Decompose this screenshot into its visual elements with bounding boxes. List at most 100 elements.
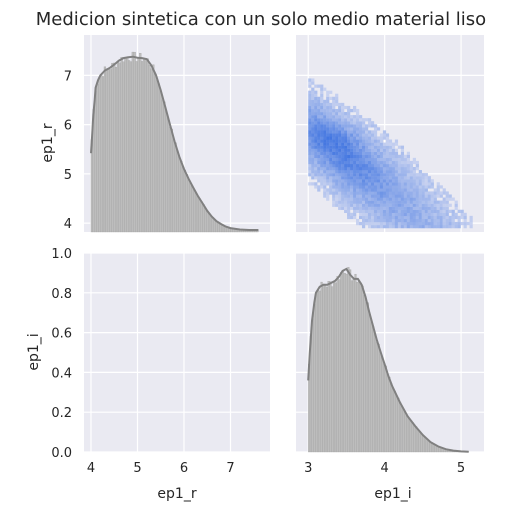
density-cell <box>323 182 327 186</box>
density-cell <box>353 194 357 198</box>
density-cell <box>353 176 357 180</box>
density-cell <box>350 118 354 122</box>
density-cell <box>436 218 440 223</box>
density-cell <box>347 154 351 159</box>
density-cell <box>394 212 399 217</box>
density-cell <box>326 145 330 149</box>
density-cell <box>394 215 399 220</box>
density-cell <box>412 209 416 213</box>
density-cell <box>317 148 321 152</box>
density-cell <box>344 197 348 201</box>
density-cell <box>311 78 315 82</box>
density-cell <box>448 225 452 229</box>
density-cell <box>421 191 425 195</box>
density-cell <box>373 185 378 189</box>
density-cell <box>379 136 384 140</box>
density-cell <box>367 185 372 189</box>
density-cell <box>406 191 411 195</box>
density-cell <box>314 115 318 119</box>
density-cell <box>353 163 357 168</box>
density-cell <box>379 215 384 220</box>
density-cell <box>353 151 357 155</box>
histogram-bar <box>200 201 203 233</box>
density-cell <box>370 209 375 213</box>
density-cell <box>350 157 354 162</box>
density-cell <box>379 182 384 186</box>
density-cell <box>373 130 378 134</box>
density-cell <box>394 209 399 213</box>
density-cell <box>403 163 408 168</box>
density-cell <box>332 200 336 204</box>
density-cell <box>314 182 318 186</box>
density-cell <box>370 121 375 125</box>
histogram-bar <box>354 273 357 453</box>
density-cell <box>362 151 366 155</box>
density-cell <box>430 203 434 207</box>
density-cell <box>430 215 434 220</box>
density-cell <box>382 194 387 198</box>
density-cell <box>353 185 357 189</box>
density-cell <box>362 188 366 192</box>
density-cell <box>424 194 428 198</box>
density-cell <box>341 179 345 183</box>
density-cell <box>320 99 324 104</box>
density-cell <box>406 212 411 217</box>
density-cell <box>311 105 315 110</box>
density-cell <box>364 157 369 162</box>
density-cell <box>403 197 408 201</box>
density-cell <box>388 154 393 159</box>
density-cell <box>442 209 446 213</box>
density-cell <box>382 182 387 186</box>
density-cell <box>388 197 393 201</box>
density-cell <box>454 215 458 220</box>
density-cell <box>460 212 464 217</box>
density-cell <box>323 145 327 149</box>
density-cell <box>370 160 375 165</box>
histogram-bar <box>144 58 147 233</box>
density-cell <box>332 148 336 152</box>
density-cell <box>332 121 336 125</box>
density-cell <box>350 154 354 159</box>
density-cell <box>412 173 416 177</box>
density-cell <box>370 215 375 220</box>
density-cell <box>323 127 327 131</box>
density-cell <box>373 124 378 128</box>
density-cell <box>350 176 354 180</box>
density-cell <box>379 160 384 165</box>
density-cell <box>451 215 455 220</box>
density-cell <box>370 170 375 174</box>
density-cell <box>323 176 327 180</box>
density-cell <box>323 130 327 134</box>
histogram-bar <box>399 401 402 453</box>
density-cell <box>329 160 333 165</box>
density-cell <box>356 115 360 119</box>
density-cell <box>388 221 393 226</box>
density-cell <box>406 151 411 155</box>
density-cell <box>359 188 363 192</box>
histogram-bar <box>365 302 368 453</box>
density-cell <box>409 212 413 217</box>
density-cell <box>347 197 351 201</box>
density-cell <box>382 203 387 207</box>
density-cell <box>400 191 405 195</box>
density-cell <box>403 206 408 210</box>
density-cell <box>403 194 408 198</box>
density-cell <box>359 170 363 174</box>
density-cell <box>335 154 339 159</box>
density-cell <box>323 124 327 128</box>
density-cell <box>350 139 354 143</box>
density-cell <box>314 185 318 189</box>
density-cell <box>323 160 327 165</box>
density-cell <box>353 200 357 204</box>
density-cell <box>394 203 399 207</box>
density-cell <box>367 197 372 201</box>
histogram-bar <box>172 139 175 233</box>
density-cell <box>323 194 327 198</box>
density-cell <box>359 182 363 186</box>
y-axis-label-top: ep1_r <box>40 123 56 162</box>
density-cell <box>364 185 369 189</box>
density-cell <box>367 163 372 168</box>
density-cell <box>409 173 413 177</box>
density-cell <box>433 197 437 201</box>
density-cell <box>412 203 416 207</box>
